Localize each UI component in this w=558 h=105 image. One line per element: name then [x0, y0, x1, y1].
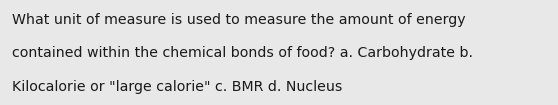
Text: Kilocalorie or "large calorie" c. BMR d. Nucleus: Kilocalorie or "large calorie" c. BMR d.… [12, 80, 343, 94]
Text: What unit of measure is used to measure the amount of energy: What unit of measure is used to measure … [12, 13, 466, 27]
Text: contained within the chemical bonds of food? a. Carbohydrate b.: contained within the chemical bonds of f… [12, 46, 473, 60]
